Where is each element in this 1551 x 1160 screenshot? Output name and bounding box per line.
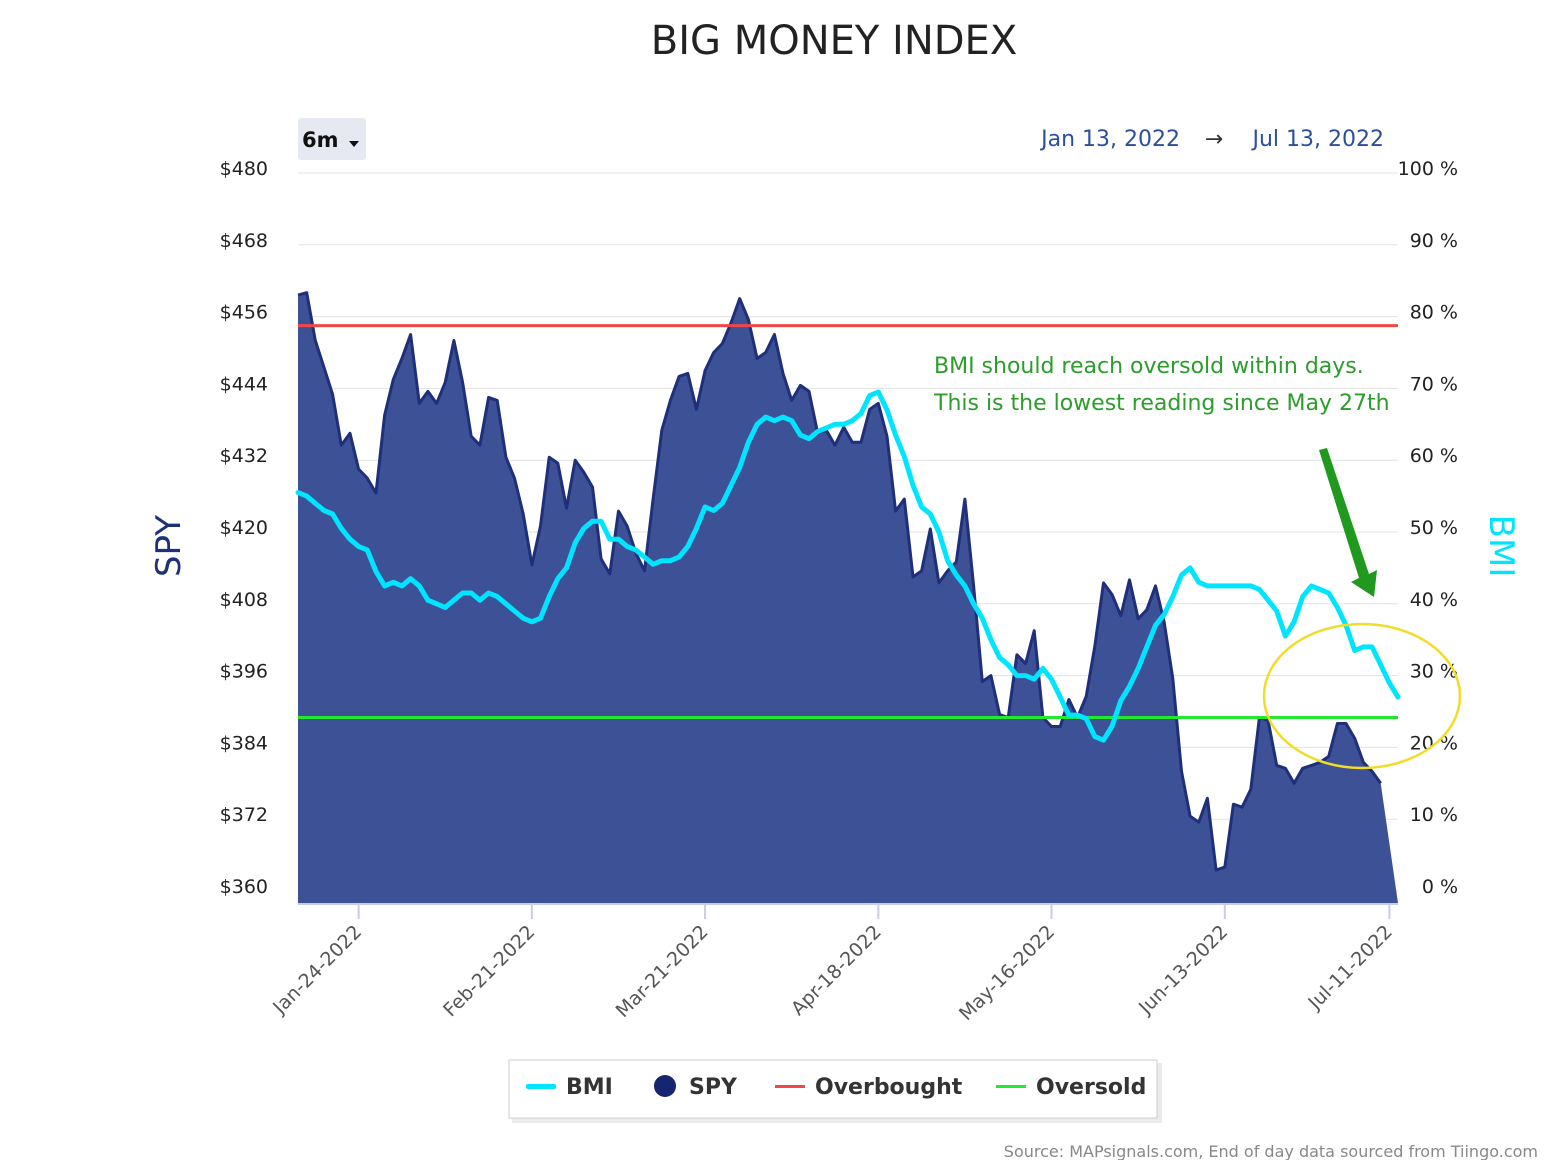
chevron-down-icon — [349, 141, 359, 147]
range-selector-label: 6m — [302, 128, 339, 152]
legend-label-bmi: BMI — [566, 1075, 613, 1100]
x-tick-label: Jul-11-2022 — [1303, 921, 1396, 1014]
highlight-ellipse — [1262, 622, 1462, 770]
y-axis-left-title: SPY — [149, 515, 189, 577]
bmi-line — [295, 389, 1401, 743]
legend-label-oversold: Oversold — [1036, 1075, 1146, 1100]
y-right-tick-label: 90 % — [1410, 230, 1458, 252]
legend-item-bmi[interactable]: BMI — [526, 1075, 613, 1100]
annotation-arrow-icon — [1319, 448, 1377, 597]
y-left-tick-label: $360 — [220, 876, 268, 898]
legend-label-overbought: Overbought — [815, 1075, 963, 1100]
date-range-to[interactable]: Jul 13, 2022 — [1250, 127, 1384, 152]
spy-area-fill — [298, 292, 1398, 903]
y-right-tick-label: 0 % — [1422, 876, 1458, 898]
legend-swatch-oversold — [996, 1085, 1026, 1088]
y-right-tick-label: 80 % — [1410, 302, 1458, 324]
y-axis-right-ticks: 100 %90 %80 %70 %60 %50 %40 %30 %20 %10 … — [1398, 158, 1458, 898]
y-left-tick-label: $468 — [220, 230, 268, 252]
y-left-tick-label: $456 — [220, 302, 268, 324]
date-range: Jan 13, 2022 → Jul 13, 2022 — [1039, 127, 1384, 152]
legend-label-spy: SPY — [689, 1075, 738, 1100]
legend: BMI SPY Overbought Oversold — [508, 1059, 1162, 1123]
y-right-tick-label: 100 % — [1398, 158, 1458, 180]
chart-title: BIG MONEY INDEX — [651, 18, 1017, 64]
x-tick-label: Mar-21-2022 — [612, 921, 713, 1022]
y-axis-right-title: BMI — [1481, 515, 1521, 578]
y-left-tick-label: $396 — [220, 661, 268, 683]
y-left-tick-label: $444 — [220, 373, 268, 395]
x-tick-label: May-16-2022 — [955, 921, 1059, 1025]
date-range-from[interactable]: Jan 13, 2022 — [1039, 127, 1180, 152]
spy-area-series — [297, 291, 1398, 903]
source-credit[interactable]: Source: MAPsignals.com, End of day data … — [1004, 1142, 1538, 1160]
y-left-tick-label: $432 — [220, 445, 268, 467]
annotation: BMI should reach oversold within days. T… — [933, 354, 1462, 770]
x-tick-label: Jun-13-2022 — [1134, 921, 1232, 1019]
x-tick-label: Jan-24-2022 — [268, 921, 366, 1019]
spy-line — [297, 291, 1382, 872]
x-axis-ticks: Jan-24-2022 Feb-21-2022 Mar-21-2022 Apr-18-… — [268, 905, 1397, 1025]
legend-swatch-bmi — [526, 1084, 556, 1089]
legend-item-oversold[interactable]: Oversold — [996, 1075, 1146, 1100]
y-left-tick-label: $480 — [220, 158, 268, 180]
annotation-line-2: This is the lowest reading since May 27t… — [933, 391, 1390, 416]
legend-item-overbought[interactable]: Overbought — [775, 1075, 963, 1100]
y-right-tick-label: 70 % — [1410, 373, 1458, 395]
legend-swatch-overbought — [775, 1085, 805, 1088]
y-axis-left-ticks: $480 $468 $456 $444 $432 $420 $408 $396 $384 $372… — [220, 158, 268, 898]
threshold-lines — [298, 324, 1398, 719]
y-right-tick-label: 40 % — [1410, 589, 1458, 611]
y-right-tick-label: 10 % — [1410, 804, 1458, 826]
y-left-tick-label: $408 — [220, 589, 268, 611]
legend-swatch-spy — [654, 1075, 676, 1097]
x-tick-label: Feb-21-2022 — [439, 921, 539, 1021]
y-left-tick-label: $372 — [220, 804, 268, 826]
date-range-arrow: → — [1205, 127, 1223, 152]
range-selector-button[interactable]: 6m — [298, 118, 366, 160]
y-left-tick-label: $384 — [220, 732, 268, 754]
bmi-line-series — [295, 389, 1401, 743]
y-right-tick-label: 50 % — [1410, 517, 1458, 539]
y-right-tick-label: 60 % — [1410, 445, 1458, 467]
y-left-tick-label: $420 — [220, 517, 268, 539]
x-tick-label: Apr-18-2022 — [787, 921, 886, 1020]
annotation-line-1: BMI should reach oversold within days. — [934, 354, 1364, 379]
y-right-tick-label: 30 % — [1410, 661, 1458, 683]
legend-item-spy[interactable]: SPY — [654, 1075, 738, 1100]
